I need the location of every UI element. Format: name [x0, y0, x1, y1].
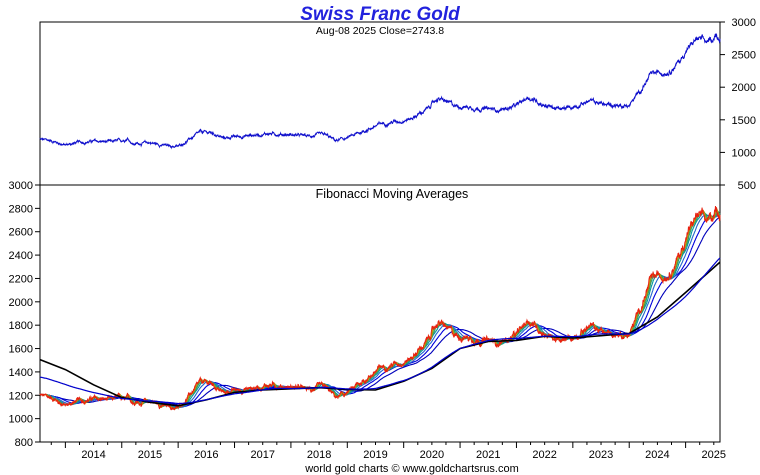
- ma-y-tick-label: 2200: [9, 273, 33, 285]
- ma-y-tick-label: 2600: [9, 227, 33, 239]
- ma-y-tick-label: 2400: [9, 250, 33, 262]
- x-year-label: 2018: [307, 449, 331, 461]
- moving-average-series: [39, 205, 721, 411]
- chart-footer-credit: world gold charts © www.goldchartsrus.co…: [304, 463, 519, 475]
- x-year-label: 2019: [363, 449, 387, 461]
- ma-y-tick-label: 1800: [9, 320, 33, 332]
- ma-y-tick-label: 2800: [9, 203, 33, 215]
- ma-y-tick-label: 1600: [9, 344, 33, 356]
- ma-y-tick-label: 3000: [9, 180, 33, 192]
- moving-average-panel-frame: [39, 184, 721, 443]
- moving-average-panel: Fibonacci Moving Averages 800 1000 1200 140…: [9, 180, 727, 461]
- price-y-tick-label: 3000: [732, 17, 756, 29]
- moving-average-y-axis: 800 1000 1200 1400 1600 1800 2000 2200 2400 2600 2…: [9, 180, 40, 449]
- x-year-label: 2025: [702, 449, 726, 461]
- x-axis: 2014 2015 2016 2017 2018 2019 2020 2021 2022 2023…: [50, 442, 726, 461]
- moving-average-panel-title: Fibonacci Moving Averages: [316, 187, 469, 201]
- x-year-label: 2015: [138, 449, 162, 461]
- x-year-label: 2021: [476, 449, 500, 461]
- ma-y-tick-label: 2000: [9, 297, 33, 309]
- ma-y-tick-label: 1000: [9, 414, 33, 426]
- x-year-label: 2023: [589, 449, 613, 461]
- x-year-label: 2014: [81, 449, 105, 461]
- x-year-label: 2017: [250, 449, 274, 461]
- price-y-tick-label: 1500: [732, 115, 756, 127]
- chart-subtitle: Aug-08 2025 Close=2743.8: [316, 25, 444, 37]
- x-year-label: 2020: [420, 449, 444, 461]
- price-y-tick-label: 2000: [732, 82, 756, 94]
- price-panel-y-axis: 500 1000 1500 2000 2500 3000: [720, 17, 756, 192]
- price-y-tick-label: 1000: [732, 147, 756, 159]
- ma-y-tick-label: 800: [15, 437, 33, 449]
- x-year-label: 2022: [532, 449, 556, 461]
- price-panel: 500 1000 1500 2000 2500 3000: [39, 17, 756, 192]
- x-year-label: 2024: [645, 449, 669, 461]
- ma-y-tick-label: 1200: [9, 390, 33, 402]
- moving-average-long-term: [39, 261, 721, 407]
- chart-title: Swiss Franc Gold: [300, 4, 460, 25]
- price-line: [39, 32, 721, 150]
- x-year-label: 2016: [194, 449, 218, 461]
- price-y-tick-label: 500: [738, 180, 756, 192]
- price-panel-series: [39, 32, 721, 150]
- moving-average-144: [39, 257, 721, 405]
- ma-y-tick-label: 1400: [9, 367, 33, 379]
- price-y-tick-label: 2500: [732, 50, 756, 62]
